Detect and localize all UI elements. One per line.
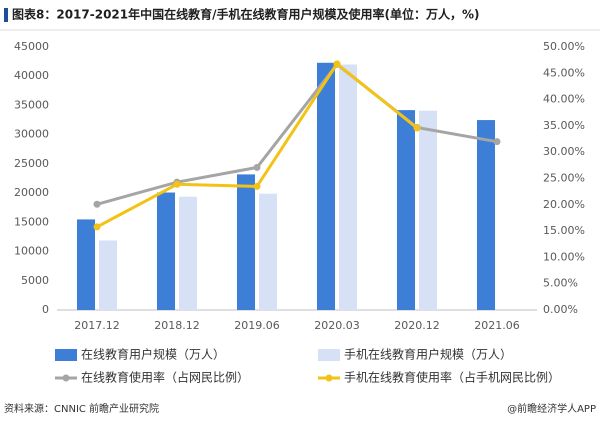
bar <box>157 192 175 310</box>
y-tick-label: 30000 <box>14 128 49 141</box>
point <box>173 180 181 188</box>
point <box>253 163 261 171</box>
y-tick-label: 45000 <box>14 40 49 53</box>
bar <box>77 219 95 310</box>
y-tick-label: 20000 <box>14 186 49 199</box>
y2-tick-label: 10.00% <box>543 250 585 263</box>
point <box>93 200 101 208</box>
x-tick-label: 2020.12 <box>394 319 440 332</box>
bar <box>397 110 415 311</box>
y2-tick-label: 5.00% <box>543 277 578 290</box>
x-tick-label: 2018.12 <box>154 319 200 332</box>
bar <box>259 193 277 310</box>
chart-title: 图表8：2017-2021年中国在线教育/手机在线教育用户规模及使用率(单位：万… <box>12 7 480 22</box>
bar <box>237 174 255 310</box>
y2-tick-label: 40.00% <box>543 93 585 106</box>
bar <box>477 120 495 310</box>
y-tick-label: 15000 <box>14 215 49 228</box>
y-tick-label: 40000 <box>14 69 49 82</box>
y-tick-label: 35000 <box>14 98 49 111</box>
x-tick-label: 2019.06 <box>234 319 280 332</box>
legend-swatch <box>325 374 333 382</box>
line <box>96 62 498 206</box>
legend-swatch <box>318 349 340 361</box>
legend-label: 手机在线教育使用率（占手机网民比例） <box>344 370 560 385</box>
x-tick-label: 2021.06 <box>474 319 520 332</box>
y2-tick-label: 0.00% <box>543 303 578 316</box>
bar <box>419 110 437 311</box>
y-tick-label: 0 <box>42 303 49 316</box>
y2-tick-label: 20.00% <box>543 198 585 211</box>
source: 资料来源：CNNIC 前瞻产业研究院 <box>4 402 159 415</box>
x-tick-label: 2017.12 <box>74 319 120 332</box>
y2-tick-label: 50.00% <box>543 40 585 53</box>
legend-swatch <box>55 349 77 361</box>
point <box>493 138 501 146</box>
title-marker <box>4 8 8 22</box>
y2-tick-label: 45.00% <box>543 66 585 79</box>
point <box>413 124 421 132</box>
point <box>253 182 261 190</box>
legend-label: 在线教育用户规模（万人） <box>81 347 225 362</box>
line <box>96 61 418 229</box>
bar <box>317 62 335 310</box>
y2-tick-label: 30.00% <box>543 145 585 158</box>
legend-label: 在线教育使用率（占网民比例） <box>81 370 249 385</box>
legend-swatch <box>62 374 70 382</box>
x-tick-label: 2020.03 <box>314 319 360 332</box>
point <box>93 223 101 231</box>
point <box>333 60 341 68</box>
y-tick-label: 10000 <box>14 245 49 258</box>
y-tick-label: 25000 <box>14 157 49 170</box>
legend-label: 手机在线教育用户规模（万人） <box>344 347 512 362</box>
y-tick-label: 5000 <box>21 274 49 287</box>
bar <box>179 196 197 310</box>
bar <box>99 240 117 310</box>
y2-tick-label: 25.00% <box>543 172 585 185</box>
credit: @前瞻经济学人APP <box>507 402 596 415</box>
y2-tick-label: 15.00% <box>543 224 585 237</box>
bar <box>339 64 357 311</box>
y2-tick-label: 35.00% <box>543 119 585 132</box>
